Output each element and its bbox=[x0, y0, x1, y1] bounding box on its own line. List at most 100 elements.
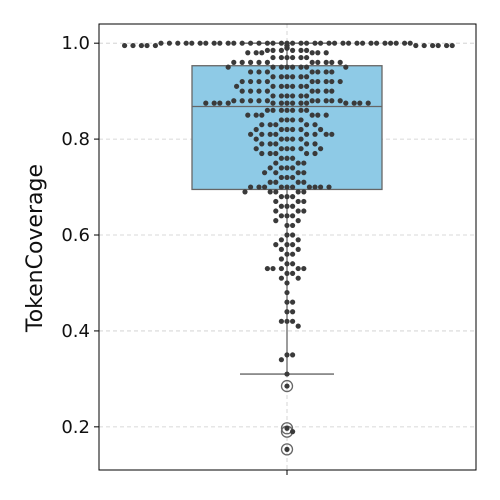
data-point bbox=[290, 309, 296, 315]
data-point bbox=[301, 265, 307, 272]
data-point bbox=[253, 146, 259, 152]
data-point bbox=[273, 179, 279, 185]
outlier-marker bbox=[280, 379, 294, 393]
data-point bbox=[183, 40, 189, 46]
data-point bbox=[290, 242, 296, 248]
data-point bbox=[306, 184, 312, 190]
data-point bbox=[312, 184, 318, 190]
data-point bbox=[259, 150, 265, 157]
data-point bbox=[295, 179, 301, 185]
data-point bbox=[298, 100, 304, 106]
data-point bbox=[284, 371, 290, 377]
data-point bbox=[259, 112, 265, 118]
data-point bbox=[346, 40, 352, 46]
data-point bbox=[357, 100, 363, 106]
data-point bbox=[256, 59, 262, 65]
data-point bbox=[304, 122, 310, 128]
data-point bbox=[295, 275, 301, 281]
data-point bbox=[284, 261, 290, 267]
data-point bbox=[301, 170, 307, 176]
data-point bbox=[203, 40, 209, 46]
data-point bbox=[290, 100, 296, 106]
data-point bbox=[239, 88, 245, 94]
data-point bbox=[290, 270, 296, 276]
data-point bbox=[273, 150, 279, 157]
data-point bbox=[284, 93, 290, 99]
data-point bbox=[315, 50, 321, 56]
data-point bbox=[267, 189, 273, 195]
data-point bbox=[290, 352, 296, 358]
data-point bbox=[290, 107, 296, 113]
data-point bbox=[337, 59, 343, 65]
data-point bbox=[284, 174, 290, 181]
data-point bbox=[290, 64, 296, 70]
data-point bbox=[231, 59, 237, 65]
data-point bbox=[138, 42, 144, 49]
data-point bbox=[284, 107, 290, 113]
data-point bbox=[284, 203, 290, 209]
data-point bbox=[158, 40, 164, 46]
data-point bbox=[326, 40, 332, 46]
data-point bbox=[267, 122, 273, 128]
data-point bbox=[421, 42, 427, 49]
data-point bbox=[278, 155, 284, 161]
data-point bbox=[248, 131, 254, 137]
data-point bbox=[312, 131, 318, 137]
data-point bbox=[298, 136, 304, 142]
data-point bbox=[264, 107, 270, 113]
data-point bbox=[273, 208, 279, 214]
data-point bbox=[284, 318, 290, 324]
data-point bbox=[284, 194, 290, 200]
data-point bbox=[298, 107, 304, 113]
data-point bbox=[290, 155, 296, 161]
y-tick-label: 0.2 bbox=[61, 417, 90, 438]
data-point bbox=[278, 246, 284, 252]
data-point bbox=[256, 88, 262, 94]
data-point bbox=[309, 50, 315, 56]
data-point bbox=[449, 42, 455, 49]
data-point bbox=[197, 40, 203, 46]
data-point bbox=[284, 280, 290, 286]
data-point bbox=[304, 47, 310, 53]
data-point bbox=[278, 318, 284, 324]
data-point bbox=[402, 40, 408, 46]
data-point bbox=[267, 131, 273, 137]
data-point bbox=[217, 100, 223, 106]
data-point bbox=[323, 112, 329, 118]
data-point bbox=[253, 126, 259, 133]
data-point bbox=[278, 64, 284, 70]
data-point bbox=[430, 42, 436, 49]
data-point bbox=[262, 170, 268, 176]
data-point bbox=[312, 40, 318, 46]
data-point bbox=[225, 64, 231, 70]
data-point bbox=[270, 74, 276, 80]
data-point bbox=[318, 146, 324, 152]
axes: 0.2 0.4 0.6 0.8 1.0 bbox=[61, 23, 477, 475]
data-point bbox=[152, 42, 158, 49]
data-point bbox=[290, 117, 296, 123]
data-point bbox=[256, 98, 262, 104]
data-point bbox=[318, 40, 324, 46]
data-point bbox=[295, 198, 301, 205]
data-point bbox=[309, 69, 315, 75]
data-point bbox=[290, 222, 296, 229]
data-point bbox=[284, 45, 290, 51]
data-point bbox=[323, 59, 329, 65]
data-point bbox=[329, 59, 335, 65]
data-point bbox=[290, 40, 296, 46]
data-point bbox=[315, 88, 321, 94]
data-point bbox=[298, 47, 304, 53]
data-point bbox=[312, 122, 318, 128]
data-point bbox=[273, 170, 279, 176]
data-point bbox=[332, 40, 338, 46]
data-point bbox=[295, 160, 301, 166]
data-point bbox=[444, 42, 450, 49]
data-point bbox=[284, 184, 290, 190]
data-point bbox=[248, 59, 254, 65]
data-point bbox=[270, 54, 276, 61]
data-point bbox=[284, 251, 290, 257]
data-point bbox=[231, 40, 237, 46]
data-point bbox=[368, 40, 374, 46]
data-point bbox=[256, 184, 262, 190]
data-point bbox=[326, 184, 332, 190]
